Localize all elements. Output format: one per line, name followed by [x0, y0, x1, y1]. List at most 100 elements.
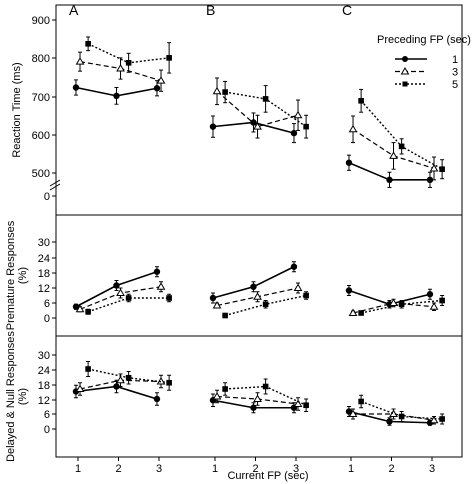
data-point-square [85, 41, 91, 47]
data-point-square [358, 310, 364, 316]
data-point-square [358, 98, 364, 104]
y-tick-label: 800 [32, 53, 50, 65]
data-point-triangle [75, 57, 85, 65]
x-tick-label: 2 [388, 463, 394, 475]
data-point-triangle [212, 392, 222, 400]
y-tick-label: 500 [32, 168, 50, 180]
data-point-square [85, 308, 91, 315]
data-point-square [398, 143, 405, 150]
data-point-square [303, 123, 309, 130]
y-axis-label: Premature Responses [5, 220, 17, 330]
y-axis-label: (%) [17, 388, 29, 405]
data-point-triangle [429, 415, 439, 424]
data-point-circle [250, 283, 257, 290]
y-tick-label: 12 [38, 283, 50, 295]
y-axis-label: Reaction Time (ms) [11, 62, 23, 157]
y-tick-label: 0 [44, 191, 50, 203]
y-tick-label: 600 [32, 130, 50, 142]
data-point-square [166, 295, 172, 301]
data-point-square [439, 297, 445, 304]
data-point-square [262, 301, 269, 308]
data-point-triangle [389, 409, 398, 417]
data-point-circle [72, 303, 80, 310]
data-point-circle [345, 287, 353, 294]
data-point-square [358, 398, 364, 405]
y-tick-label: 30 [38, 350, 50, 362]
data-point-triangle [253, 122, 262, 130]
y-tick-label: 30 [38, 237, 50, 249]
data-point-circle [290, 263, 298, 270]
legend-marker-circle [402, 56, 408, 62]
data-point-triangle [389, 151, 398, 159]
x-tick-label: 2 [115, 463, 121, 475]
legend-label-1: 1 [452, 54, 458, 66]
data-point-square [262, 383, 269, 390]
panel-label-b: B [206, 2, 215, 18]
data-point-triangle [429, 302, 439, 310]
data-point-triangle [429, 163, 439, 172]
data-point-circle [153, 85, 161, 92]
x-axis-label: Current FP (sec) [227, 470, 308, 482]
data-point-circle [345, 159, 353, 166]
x-tick-label: 3 [429, 463, 435, 475]
data-point-circle [290, 129, 298, 137]
data-point-square [222, 386, 228, 392]
y-tick-label: 18 [38, 268, 50, 280]
x-tick-label: 1 [212, 463, 218, 475]
data-point-square [303, 402, 309, 409]
data-point-circle [72, 84, 80, 91]
legend-marker-square [402, 81, 408, 87]
data-point-circle [113, 383, 120, 390]
y-tick-label: 6 [44, 409, 50, 421]
data-point-triangle [293, 283, 303, 291]
outer-frame [55, 4, 463, 458]
data-point-triangle [156, 282, 166, 290]
data-point-square [222, 89, 228, 95]
x-tick-label: 3 [293, 463, 299, 475]
x-tick-label: 2 [252, 463, 258, 475]
data-point-square [398, 413, 405, 420]
x-tick-label: 1 [348, 463, 354, 475]
data-point-triangle [75, 384, 85, 392]
data-point-square [166, 379, 172, 386]
data-point-square [166, 55, 172, 61]
data-point-square [85, 366, 91, 372]
data-point-square [303, 292, 309, 299]
data-point-square [125, 374, 132, 381]
series-line-5 [87, 297, 170, 313]
legend-label-5: 5 [452, 79, 458, 91]
x-tick-label: 3 [156, 463, 162, 475]
y-tick-label: 24 [38, 365, 50, 377]
y-tick-label: 0 [44, 313, 50, 325]
data-point-circle [153, 268, 161, 275]
legend-marker-triangle [400, 67, 410, 75]
data-point-circle [209, 123, 217, 130]
data-point-circle [209, 294, 217, 302]
data-point-square [125, 295, 132, 301]
data-point-circle [386, 418, 393, 425]
y-tick-label: 700 [32, 92, 50, 104]
data-point-square [222, 312, 228, 319]
y-tick-label: 900 [32, 15, 50, 27]
data-point-triangle [348, 409, 358, 417]
data-point-triangle [293, 110, 303, 119]
legend-title: Preceding FP (sec) [377, 34, 471, 46]
y-tick-label: 6 [44, 298, 50, 310]
y-axis-label: (%) [17, 267, 29, 284]
data-point-circle [153, 395, 161, 403]
panel-label-c: C [342, 2, 352, 18]
data-point-circle [113, 92, 120, 100]
data-point-triangle [212, 301, 222, 309]
data-point-triangle [116, 64, 125, 72]
data-point-square [262, 96, 269, 102]
data-point-circle [250, 404, 257, 411]
legend: Preceding FP (sec) 135 [377, 34, 471, 91]
data-point-circle [113, 282, 120, 289]
data-point-triangle [116, 288, 125, 296]
y-tick-label: 12 [38, 395, 50, 407]
data-point-circle [426, 291, 434, 298]
data-point-triangle [75, 304, 85, 313]
data-point-triangle [253, 292, 262, 300]
data-point-square [439, 416, 445, 422]
